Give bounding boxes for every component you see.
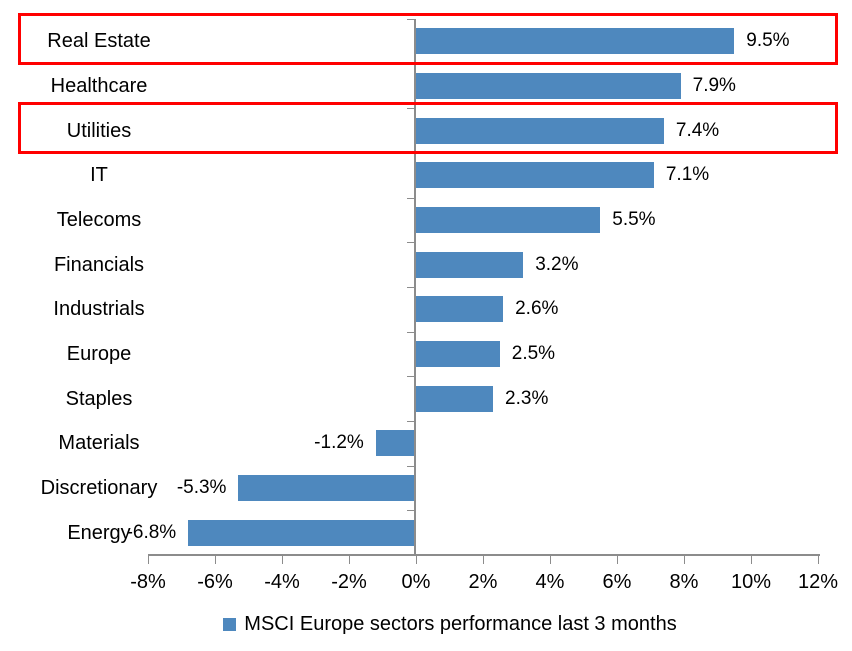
category-label-staples: Staples: [65, 387, 133, 410]
legend-swatch-icon: [223, 617, 237, 631]
value-label-it: 7.1%: [665, 164, 710, 186]
value-axis-tick-label: 6%: [602, 571, 632, 593]
value-axis-tick: [751, 556, 752, 564]
value-label-real-estate: 9.5%: [746, 30, 790, 52]
value-label-europe: 2.5%: [511, 343, 556, 364]
value-axis-tick-label: 2%: [468, 571, 498, 593]
value-label-staples: 2.3%: [505, 387, 549, 409]
category-axis-tick: [407, 108, 414, 110]
value-axis-tick: [684, 556, 685, 564]
bar-materials: [375, 430, 416, 457]
category-label-healthcare: Healthcare: [50, 75, 148, 97]
value-axis-tick-label: 8%: [669, 571, 699, 593]
category-label-telecoms: Telecoms: [56, 209, 142, 231]
value-axis-tick-label: 10%: [730, 571, 772, 593]
category-label-utilities: Utilities: [66, 119, 132, 142]
value-axis-tick: [349, 556, 350, 564]
value-label-energy: -6.8%: [126, 521, 177, 543]
bar-real-estate: [416, 28, 735, 55]
value-axis-tick: [148, 556, 149, 564]
value-label-industrials: 2.6%: [515, 298, 559, 320]
value-axis-tick-label: 12%: [797, 571, 839, 593]
category-axis-tick: [407, 197, 414, 199]
category-label-it: IT: [90, 164, 108, 187]
category-axis-tick: [407, 421, 414, 422]
value-label-telecoms: 5.5%: [612, 209, 656, 230]
value-label-utilities: 7.4%: [675, 119, 720, 141]
category-axis-tick: [407, 242, 414, 244]
chart-legend: MSCI Europe sectors performance last 3 m…: [24, 608, 852, 640]
category-axis-tick: [407, 19, 414, 20]
value-axis-tick-label: -4%: [264, 571, 300, 593]
legend-label: MSCI Europe sectors performance last 3 m…: [244, 612, 677, 635]
value-axis-tick-label: -6%: [197, 571, 233, 593]
category-axis-tick: [407, 287, 414, 288]
value-axis-tick: [550, 556, 551, 564]
category-label-industrials: Industrials: [53, 298, 145, 321]
category-axis-tick: [407, 465, 414, 467]
category-axis-line: [414, 19, 416, 555]
value-axis-tick-label: -2%: [331, 571, 367, 593]
value-axis-tick-label: -8%: [130, 571, 166, 593]
value-axis-tick: [818, 556, 819, 564]
value-axis-tick: [617, 556, 618, 564]
bar-healthcare: [416, 73, 681, 99]
value-axis-tick: [416, 556, 417, 564]
value-label-discretionary: -5.3%: [176, 477, 227, 498]
value-axis-tick: [215, 556, 216, 564]
bar-energy: [188, 519, 416, 546]
highlight-box-utilities: [18, 102, 838, 154]
category-label-materials: Materials: [58, 432, 140, 455]
bar-telecoms: [416, 207, 601, 233]
category-label-europe: Europe: [66, 343, 132, 365]
category-label-real-estate: Real Estate: [47, 30, 151, 53]
value-label-materials: -1.2%: [314, 432, 364, 454]
bar-staples: [416, 385, 494, 412]
category-label-financials: Financials: [53, 253, 145, 276]
category-label-discretionary: Discretionary: [40, 477, 158, 499]
value-label-healthcare: 7.9%: [692, 75, 736, 96]
highlight-box-real-estate: [18, 13, 838, 65]
value-axis-tick: [483, 556, 484, 564]
category-axis-tick: [407, 331, 414, 333]
category-axis-tick: [407, 510, 414, 512]
bar-financials: [416, 251, 524, 278]
value-axis-tick-label: 4%: [535, 571, 565, 593]
value-axis-tick: [282, 556, 283, 564]
value-label-financials: 3.2%: [535, 253, 579, 275]
bar-europe: [416, 341, 500, 367]
bar-industrials: [416, 296, 504, 323]
category-axis-tick: [407, 376, 414, 378]
bar-discretionary: [238, 475, 416, 501]
category-label-energy: Energy: [67, 521, 131, 544]
bar-it: [416, 162, 654, 189]
value-axis-line: [148, 554, 820, 556]
bar-utilities: [416, 117, 664, 144]
value-axis-tick-label: 0%: [401, 571, 431, 593]
